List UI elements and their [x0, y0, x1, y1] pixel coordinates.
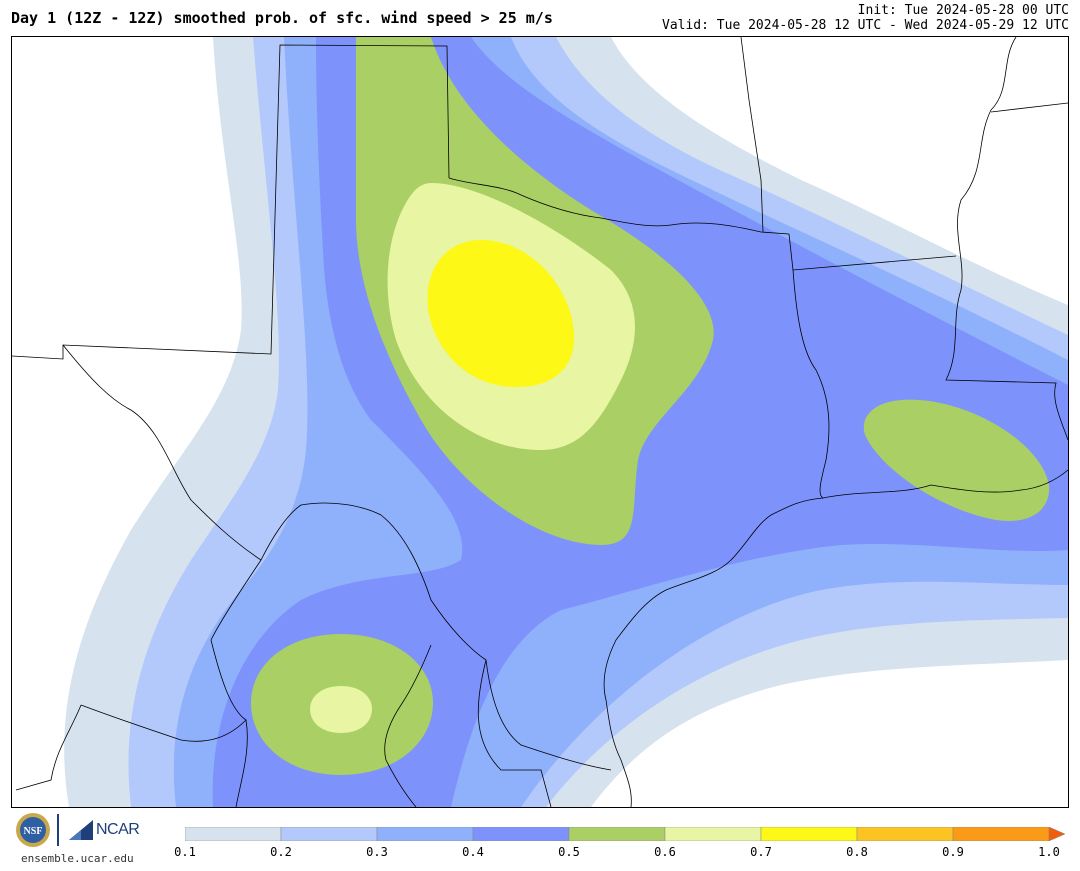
colorbar-segment	[376, 826, 474, 842]
colorbar-tick-label: 0.7	[750, 845, 772, 859]
colorbar-segment	[280, 826, 378, 842]
valid-time: Valid: Tue 2024-05-28 12 UTC - Wed 2024-…	[662, 18, 1069, 33]
colorbar-extend-arrow	[1048, 826, 1066, 842]
contour-p70-core	[427, 240, 575, 387]
colorbar-tick-label: 0.9	[942, 845, 964, 859]
colorbar-segment	[664, 826, 762, 842]
nsf-logo-text: NSF	[24, 826, 43, 837]
logo-divider	[57, 814, 59, 846]
colorbar-tick-label: 0.6	[654, 845, 676, 859]
state-boundaries	[12, 37, 1068, 807]
colorbar-tick-label: 0.3	[366, 845, 388, 859]
colorbar-ticks: 0.1 0.2 0.3 0.4 0.5 0.6 0.7 0.8 0.9 1.0	[0, 845, 1080, 865]
nsf-logo: NSF	[15, 812, 51, 848]
site-url: ensemble.ucar.edu	[21, 852, 134, 865]
colorbar-tick-label: 0.2	[270, 845, 292, 859]
colorbar-segment	[952, 826, 1050, 842]
colorbar-segment	[472, 826, 570, 842]
colorbar-segment	[760, 826, 858, 842]
logo-area: NSF NCAR ensemble.ucar.edu	[13, 812, 153, 868]
colorbar-segment	[856, 826, 954, 842]
colorbar-segment	[184, 826, 282, 842]
ncar-logo-text: NCAR	[96, 821, 140, 838]
probability-map	[11, 36, 1069, 808]
colorbar	[184, 826, 1066, 842]
colorbar-tick-label: 0.4	[462, 845, 484, 859]
colorbar-tick-label: 0.5	[558, 845, 580, 859]
ncar-logo	[67, 816, 147, 844]
colorbar-segment	[568, 826, 666, 842]
colorbar-tick-label: 0.1	[174, 845, 196, 859]
contour-p50-east	[863, 399, 1050, 521]
colorbar-tick-label: 0.8	[846, 845, 868, 859]
init-time: Init: Tue 2024-05-28 00 UTC	[857, 3, 1069, 18]
chart-title: Day 1 (12Z - 12Z) smoothed prob. of sfc.…	[11, 9, 553, 27]
contour-p60-south	[310, 686, 372, 733]
colorbar-tick-label: 1.0	[1038, 845, 1060, 859]
